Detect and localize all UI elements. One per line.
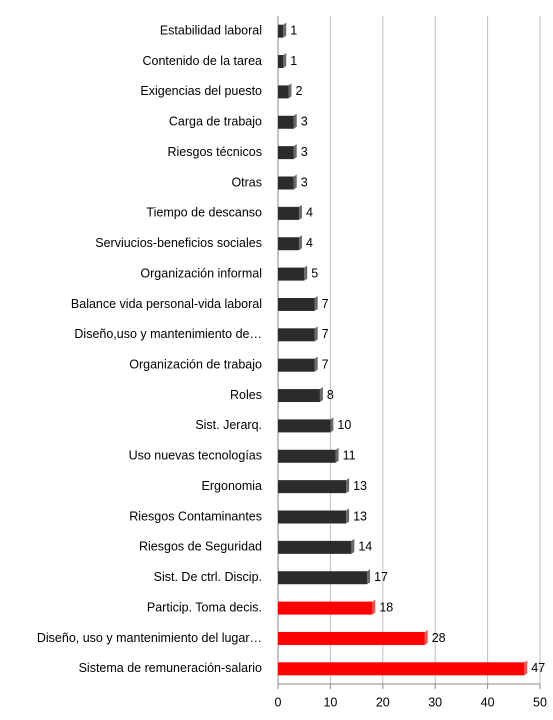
value-label: 3 — [301, 145, 308, 159]
value-label: 1 — [290, 54, 297, 68]
bar — [278, 267, 305, 281]
bar-cap — [346, 508, 350, 524]
bar — [278, 85, 289, 99]
y-tick-label: Otras — [231, 175, 262, 189]
value-label: 3 — [301, 175, 308, 189]
bar-cap — [314, 326, 318, 342]
bar-cap — [314, 356, 318, 372]
bar — [278, 55, 284, 69]
y-tick-label: Exigencias del puesto — [140, 84, 262, 98]
y-tick-label: Particip. Toma decis. — [147, 600, 262, 614]
bar — [278, 480, 347, 494]
x-tick-label: 0 — [275, 695, 282, 709]
bar-cap — [293, 144, 297, 160]
bar — [278, 449, 336, 463]
y-tick-label: Riesgos de Seguridad — [139, 540, 262, 554]
value-label: 3 — [301, 115, 308, 129]
bar-cap — [424, 629, 428, 645]
y-tick-label: Roles — [230, 388, 262, 402]
value-label: 5 — [311, 266, 318, 280]
value-label: 8 — [327, 388, 334, 402]
bar-cap — [293, 113, 297, 129]
y-tick-label: Sist. De ctrl. Discip. — [154, 570, 262, 584]
value-label: 18 — [379, 600, 393, 614]
bar-cap — [372, 599, 376, 615]
bar — [278, 24, 284, 38]
y-tick-label: Ergonomia — [202, 479, 262, 493]
y-tick-label: Riesgos Contaminantes — [129, 509, 262, 523]
bar — [278, 631, 425, 645]
y-tick-label: Carga de trabajo — [169, 115, 262, 129]
y-tick-label: Organización informal — [140, 266, 262, 280]
x-tick-label: 10 — [323, 695, 337, 709]
bar-cap — [524, 660, 528, 676]
value-label: 7 — [322, 327, 329, 341]
bar-cap — [314, 295, 318, 311]
bar — [278, 358, 315, 372]
x-tick-label: 30 — [428, 695, 442, 709]
value-label: 10 — [337, 418, 351, 432]
bar — [278, 115, 294, 129]
y-tick-label: Riesgos técnicos — [168, 145, 263, 159]
bar — [278, 601, 373, 615]
value-label: 13 — [353, 509, 367, 523]
bar — [278, 389, 320, 403]
y-tick-label: Serviucios-beneficios sociales — [95, 236, 262, 250]
x-tick-label: 50 — [533, 695, 547, 709]
value-label: 14 — [358, 540, 372, 554]
y-tick-label: Uso nuevas tecnologías — [129, 449, 262, 463]
bar-cap — [346, 478, 350, 494]
value-label: 7 — [322, 297, 329, 311]
bar-cap — [283, 22, 287, 38]
value-label: 11 — [343, 449, 356, 463]
bar — [278, 571, 368, 585]
x-tick-label: 20 — [376, 695, 390, 709]
y-tick-label: Estabilidad laboral — [160, 23, 262, 37]
x-tick-label: 40 — [481, 695, 495, 709]
bar-cap — [330, 417, 334, 433]
value-label: 2 — [295, 84, 302, 98]
bar — [278, 328, 315, 342]
bar — [278, 176, 294, 190]
bar-cap — [293, 174, 297, 190]
y-tick-label: Diseño,uso y mantenimiento de… — [74, 327, 262, 341]
bar — [278, 419, 331, 433]
value-label: 7 — [322, 357, 329, 371]
bar-cap — [288, 83, 292, 99]
value-label: 4 — [306, 206, 313, 220]
bar-cap — [298, 204, 302, 220]
y-tick-label: Tiempo de descanso — [146, 206, 262, 220]
bar-cap — [283, 53, 287, 69]
bar — [278, 206, 299, 220]
bar — [278, 297, 315, 311]
value-label: 47 — [531, 661, 545, 675]
bar-cap — [335, 447, 339, 463]
bar — [278, 510, 347, 524]
bar — [278, 237, 299, 251]
bar — [278, 540, 352, 554]
y-tick-label: Diseño, uso y mantenimiento del lugar… — [37, 631, 262, 645]
bar-cap — [304, 265, 308, 281]
bar-cap — [298, 235, 302, 251]
y-tick-label: Sist. Jerarq. — [195, 418, 262, 432]
value-label: 4 — [306, 236, 313, 250]
bar — [278, 662, 525, 676]
value-label: 1 — [290, 23, 297, 37]
value-label: 13 — [353, 479, 367, 493]
value-label: 28 — [432, 631, 446, 645]
y-tick-label: Balance vida personal-vida laboral — [71, 297, 262, 311]
bar-cap — [367, 569, 371, 585]
value-label: 17 — [374, 570, 388, 584]
y-tick-label: Organización de trabajo — [129, 357, 262, 371]
y-tick-label: Sistema de remuneración-salario — [79, 661, 262, 675]
bar-cap — [351, 538, 355, 554]
bar-cap — [319, 387, 323, 403]
bar — [278, 146, 294, 160]
y-tick-label: Contenido de la tarea — [142, 54, 262, 68]
